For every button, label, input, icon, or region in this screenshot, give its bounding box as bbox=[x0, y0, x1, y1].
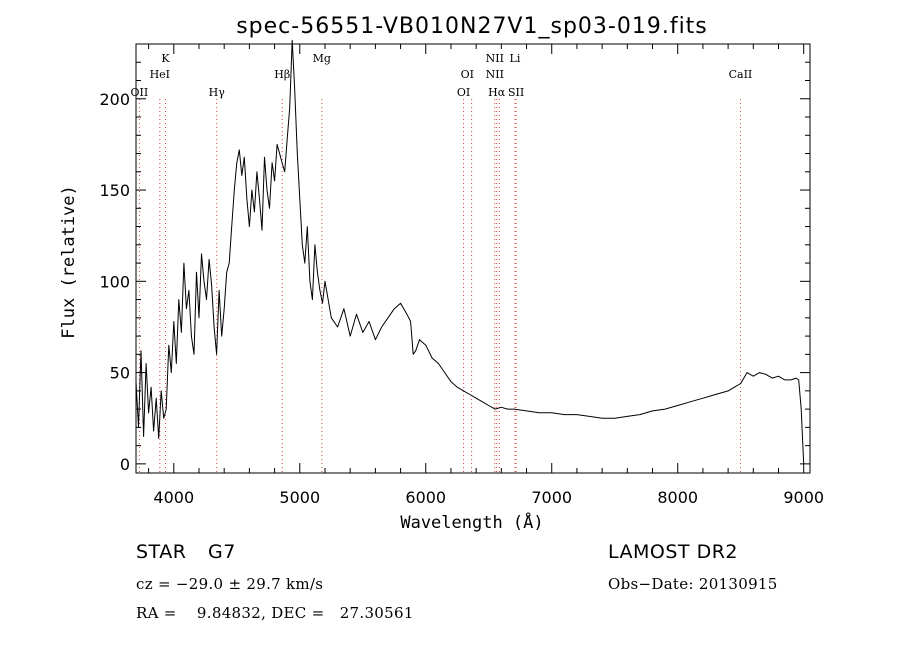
x-tick-label-7000: 7000 bbox=[531, 488, 572, 507]
line-label-3: Hγ bbox=[209, 86, 226, 99]
line-label-6: OI bbox=[461, 68, 474, 81]
chart-title: spec-56551-VB010N27V1_sp03-019.fits bbox=[236, 14, 708, 39]
line-label-7: OI bbox=[457, 86, 470, 99]
obs-date: Obs−Date: 20130915 bbox=[608, 575, 778, 593]
redshift-readout: cz = −29.0 ± 29.7 km/s bbox=[136, 575, 324, 593]
y-axis: 0 50 100 150 200 bbox=[99, 61, 810, 474]
emission-line-markers bbox=[138, 99, 741, 473]
y-tick-label-100: 100 bbox=[99, 272, 130, 291]
y-axis-label: Flux (relative) bbox=[59, 185, 79, 339]
line-label-5: Mg bbox=[313, 52, 331, 65]
spectrum-series bbox=[135, 39, 805, 464]
line-label-1: K bbox=[161, 52, 170, 65]
survey-name: LAMOST DR2 bbox=[608, 541, 738, 563]
y-tick-label-0: 0 bbox=[120, 455, 130, 474]
emission-line-labels: OII K HeI Hγ Hβ Mg OI OI NII NII Hα Li SII CaII bbox=[131, 52, 753, 99]
x-tick-label-6000: 6000 bbox=[405, 488, 446, 507]
x-axis-label: Wavelength (Å) bbox=[400, 511, 543, 533]
line-label-13: CaII bbox=[729, 68, 753, 81]
plot-frame bbox=[135, 43, 811, 474]
x-tick-label-5000: 5000 bbox=[279, 488, 320, 507]
y-tick-label-150: 150 bbox=[99, 181, 130, 200]
x-tick-label-8000: 8000 bbox=[657, 488, 698, 507]
line-label-8: NII bbox=[486, 52, 504, 65]
y-tick-label-200: 200 bbox=[99, 90, 130, 109]
line-label-4: Hβ bbox=[274, 68, 290, 81]
object-subclass: G7 bbox=[208, 541, 236, 563]
line-label-9: NII bbox=[486, 68, 504, 81]
object-class: STAR bbox=[136, 541, 187, 563]
x-tick-label-4000: 4000 bbox=[153, 488, 194, 507]
line-label-12: SII bbox=[508, 86, 524, 99]
line-label-10: Hα bbox=[488, 86, 506, 99]
line-label-11: Li bbox=[510, 52, 521, 65]
line-label-2: HeI bbox=[150, 68, 170, 81]
x-axis: 4000 5000 6000 7000 8000 9000 bbox=[148, 44, 824, 507]
coordinates-readout: RA = 9.84832, DEC = 27.30561 bbox=[136, 604, 414, 622]
x-tick-label-9000: 9000 bbox=[783, 488, 824, 507]
spectrum-line bbox=[135, 39, 805, 464]
y-tick-label-50: 50 bbox=[110, 364, 130, 383]
line-label-0: OII bbox=[131, 86, 149, 99]
